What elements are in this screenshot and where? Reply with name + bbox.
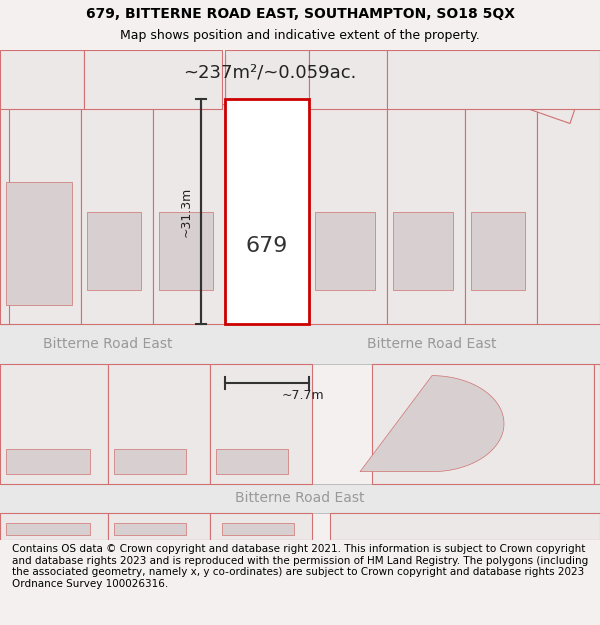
Bar	[210, 513, 312, 540]
Bar	[222, 523, 294, 535]
Bar	[0, 484, 600, 513]
Bar	[108, 513, 210, 540]
Bar	[0, 364, 108, 484]
Bar	[0, 513, 108, 540]
Bar	[216, 449, 288, 474]
Text: ~31.3m: ~31.3m	[179, 187, 193, 237]
Bar	[153, 104, 225, 324]
Bar	[387, 50, 600, 109]
Text: 679, BITTERNE ROAD EAST, SOUTHAMPTON, SO18 5QX: 679, BITTERNE ROAD EAST, SOUTHAMPTON, SO…	[86, 7, 515, 21]
Bar	[537, 104, 600, 324]
Bar	[159, 212, 213, 290]
Text: ~237m²/~0.059ac.: ~237m²/~0.059ac.	[184, 63, 356, 81]
Bar	[6, 449, 90, 474]
Bar	[114, 449, 186, 474]
Bar	[393, 212, 453, 290]
Bar	[330, 513, 600, 540]
Bar	[309, 50, 387, 109]
Text: ~7.7m: ~7.7m	[281, 389, 325, 402]
Bar	[87, 212, 141, 290]
Text: Bitterne Road East: Bitterne Road East	[367, 337, 497, 351]
Bar	[81, 104, 153, 324]
Text: 679: 679	[246, 236, 288, 256]
Bar	[0, 55, 9, 324]
Bar	[114, 523, 186, 535]
Bar	[108, 364, 210, 484]
Bar	[225, 99, 309, 324]
Bar	[6, 523, 90, 535]
Bar	[0, 104, 81, 324]
Text: Map shows position and indicative extent of the property.: Map shows position and indicative extent…	[120, 29, 480, 42]
Bar	[84, 50, 222, 109]
Bar	[315, 212, 375, 290]
Polygon shape	[360, 376, 504, 472]
Bar	[465, 104, 537, 324]
Bar	[309, 104, 387, 324]
Bar	[225, 50, 309, 99]
Text: Contains OS data © Crown copyright and database right 2021. This information is : Contains OS data © Crown copyright and d…	[12, 544, 588, 589]
Bar	[387, 104, 465, 324]
Polygon shape	[372, 364, 594, 484]
Text: Bitterne Road East: Bitterne Road East	[235, 491, 365, 506]
Polygon shape	[528, 55, 588, 124]
Bar	[594, 364, 600, 484]
Bar	[210, 364, 312, 484]
Text: Bitterne Road East: Bitterne Road East	[43, 337, 173, 351]
Bar	[0, 50, 84, 109]
Bar	[471, 212, 525, 290]
Bar	[6, 182, 72, 305]
Bar	[0, 324, 600, 364]
